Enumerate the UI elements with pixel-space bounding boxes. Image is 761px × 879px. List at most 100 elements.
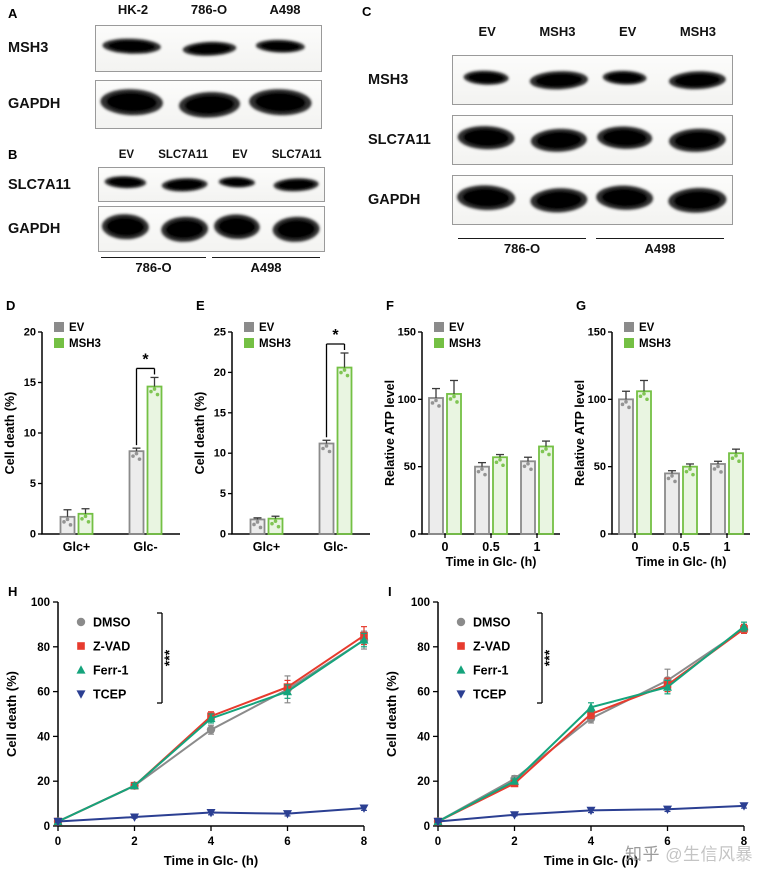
panel-b-lane-labels: EV SLC7A11 EV SLC7A11 [98,149,325,161]
svg-text:0: 0 [220,529,226,541]
svg-text:DMSO: DMSO [93,616,131,630]
svg-text:0: 0 [44,821,50,833]
svg-text:0: 0 [435,836,441,848]
panel-b-label: B [8,147,18,162]
svg-text:100: 100 [31,597,50,609]
lane-label: MSH3 [679,24,716,39]
svg-text:TCEP: TCEP [473,688,506,702]
lane-label: SLC7A11 [158,149,209,161]
group-line [101,257,206,258]
blot-row-label: GAPDH [8,96,61,112]
western-blot-b-gapdh [98,206,325,252]
svg-text:Time in Glc- (h): Time in Glc- (h) [544,853,638,868]
group-line [212,257,320,258]
svg-text:20: 20 [214,367,226,379]
svg-text:0: 0 [424,821,430,833]
svg-text:15: 15 [214,407,226,419]
lane-label: A498 [269,2,301,17]
western-blot-c-gapdh [452,175,733,225]
svg-text:80: 80 [417,642,430,654]
lane-label: EV [232,149,248,161]
western-blot-c-msh3 [452,55,733,105]
svg-text:DMSO: DMSO [473,616,511,630]
svg-text:MSH3: MSH3 [259,338,291,350]
svg-text:10: 10 [24,428,36,440]
svg-text:EV: EV [639,322,655,334]
svg-text:MSH3: MSH3 [639,338,671,350]
group-label: A498 [250,260,282,275]
svg-text:Ferr-1: Ferr-1 [473,664,508,678]
svg-text:15: 15 [24,377,36,389]
svg-text:Cell death (%): Cell death (%) [4,671,19,757]
svg-text:100: 100 [411,597,430,609]
western-blot-c-slc7a11 [452,115,733,165]
svg-text:100: 100 [398,394,416,406]
svg-text:*: * [142,351,149,368]
svg-text:EV: EV [449,322,465,334]
svg-text:50: 50 [404,461,416,473]
svg-text:40: 40 [37,731,50,743]
svg-text:Glc-: Glc- [323,540,347,554]
svg-text:1: 1 [534,540,541,554]
svg-text:***: *** [541,649,557,666]
western-blot-a-gapdh [95,80,322,129]
svg-text:4: 4 [208,836,215,848]
svg-text:Time in Glc- (h): Time in Glc- (h) [446,555,537,569]
panel-c-label: C [362,4,372,19]
line-chart-cell-death-a498: 0 20 40 60 80 100 0 2 4 6 8 Cell death (%) Time in G… [382,582,758,874]
svg-text:2: 2 [511,836,517,848]
svg-text:Glc-: Glc- [133,540,157,554]
svg-text:20: 20 [37,776,50,788]
western-blot-a-msh3 [95,25,322,72]
watermark-site: 知乎 [625,845,666,864]
lane-label: EV [618,24,637,39]
svg-text:0: 0 [632,540,639,554]
bar-chart-cell-death-786o: 0 5 10 15 20 Cell death (%) Glc+ Glc- EV MSH3 * [2,298,188,572]
panel-i-label: I [388,584,392,599]
panel-f-label: F [386,298,394,313]
group-label: 786-O [135,260,172,275]
svg-text:0: 0 [30,529,36,541]
svg-text:4: 4 [588,836,595,848]
blot-row-label: MSH3 [368,72,409,88]
svg-text:20: 20 [417,776,430,788]
group-line [458,238,586,239]
svg-text:25: 25 [214,327,226,339]
panel-e-label: E [196,298,205,313]
group-label: A498 [644,241,676,256]
lane-label: 786-O [190,2,228,17]
svg-text:*: * [332,327,339,344]
bar-chart-atp-a498: 0 50 100 150 Relative ATP level 0 0.5 1 EV MSH3 Ti… [572,298,758,572]
svg-text:EV: EV [69,322,85,334]
panel-g-label: G [576,298,587,313]
svg-text:0: 0 [55,836,61,848]
svg-text:6: 6 [664,836,670,848]
svg-text:80: 80 [37,642,50,654]
panel-h-label: H [8,584,18,599]
western-blot-b-slc7a11 [98,167,325,202]
svg-text:TCEP: TCEP [93,688,126,702]
svg-text:150: 150 [588,327,606,339]
blot-row-label: MSH3 [8,40,49,56]
lane-label: HK-2 [117,2,149,17]
svg-text:60: 60 [417,687,430,699]
svg-text:Time in Glc- (h): Time in Glc- (h) [164,853,258,868]
svg-text:2: 2 [131,836,137,848]
svg-text:8: 8 [741,836,748,848]
panel-d-label: D [6,298,16,313]
svg-text:***: *** [161,649,177,666]
svg-text:8: 8 [361,836,368,848]
group-label: 786-O [503,241,541,256]
blot-row-label: SLC7A11 [368,132,431,148]
group-line [596,238,724,239]
watermark: 知乎 @生信风暴 [625,840,753,865]
svg-text:0: 0 [600,529,606,541]
svg-text:Cell death (%): Cell death (%) [193,392,207,475]
blot-row-label: GAPDH [8,221,61,237]
svg-text:150: 150 [398,327,416,339]
lane-label: EV [478,24,496,39]
svg-text:40: 40 [417,731,430,743]
svg-text:Glc+: Glc+ [63,540,90,554]
watermark-handle: @生信风暴 [665,845,753,864]
